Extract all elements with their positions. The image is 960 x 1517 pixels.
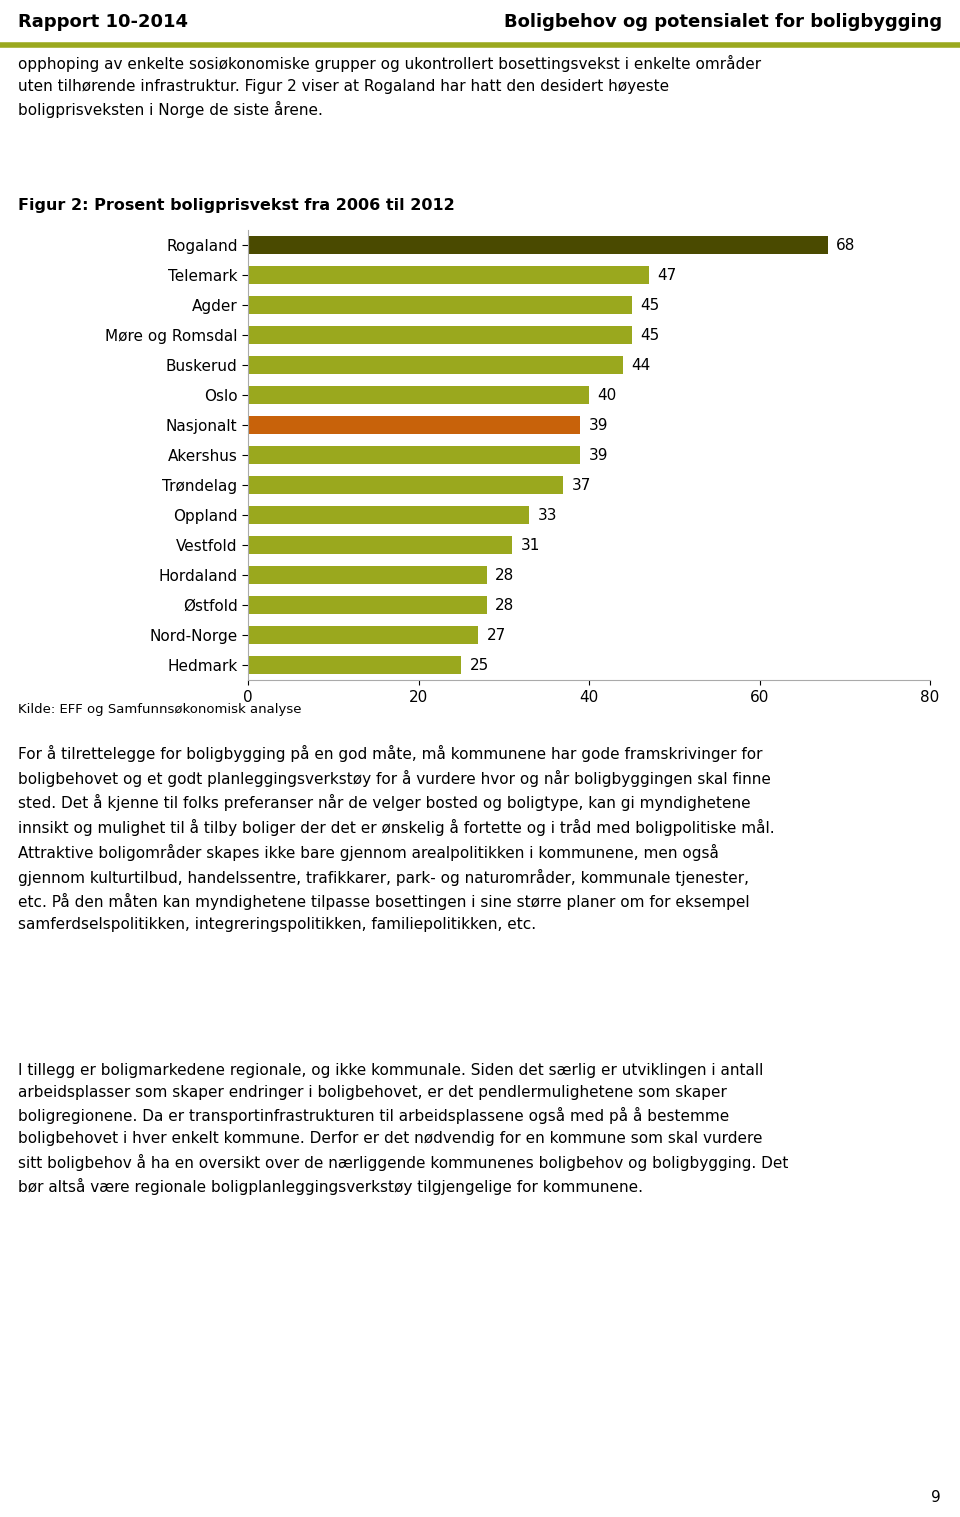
Text: 33: 33 [538,508,558,522]
Text: 28: 28 [495,598,515,613]
Bar [248,235,828,255]
Bar [248,505,529,525]
Bar [248,536,513,554]
Bar [248,326,632,344]
Bar [248,596,487,614]
Bar [248,355,623,375]
Text: Kilde: EFF og Samfunnsøkonomisk analyse: Kilde: EFF og Samfunnsøkonomisk analyse [18,702,301,716]
Bar [248,625,478,645]
Text: 45: 45 [640,328,660,343]
Bar [248,476,564,495]
Text: 68: 68 [836,238,855,252]
Text: Boligbehov og potensialet for boligbygging: Boligbehov og potensialet for boligbyggi… [504,14,942,30]
Text: 47: 47 [658,267,677,282]
Bar [248,385,589,405]
Text: 45: 45 [640,297,660,313]
Text: I tillegg er boligmarkedene regionale, og ikke kommunale. Siden det særlig er ut: I tillegg er boligmarkedene regionale, o… [18,1063,788,1195]
Text: 9: 9 [931,1490,941,1505]
Text: 25: 25 [469,657,489,672]
Text: 39: 39 [589,448,609,463]
Text: 39: 39 [589,417,609,432]
Bar [248,446,581,464]
Text: 44: 44 [632,358,651,373]
Bar [248,296,632,314]
Bar [248,265,649,284]
Text: 31: 31 [521,537,540,552]
Text: 28: 28 [495,567,515,583]
Text: 27: 27 [487,628,506,643]
Text: 37: 37 [572,478,591,493]
Bar [248,416,581,434]
Bar [248,566,487,584]
Text: Rapport 10-2014: Rapport 10-2014 [18,14,188,30]
Bar [248,655,461,674]
Text: For å tilrettelegge for boligbygging på en god måte, må kommunene har gode frams: For å tilrettelegge for boligbygging på … [18,745,775,931]
Text: 40: 40 [597,387,616,402]
Text: Figur 2: Prosent boligprisvekst fra 2006 til 2012: Figur 2: Prosent boligprisvekst fra 2006… [18,199,455,212]
Text: opphoping av enkelte sosiøkonomiske grupper og ukontrollert bosettingsvekst i en: opphoping av enkelte sosiøkonomiske grup… [18,55,761,118]
